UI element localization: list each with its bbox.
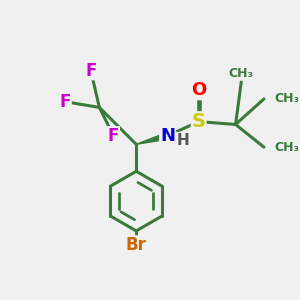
Text: CH₃: CH₃ — [229, 67, 254, 80]
Text: F: F — [85, 61, 97, 80]
Polygon shape — [136, 133, 168, 144]
Text: CH₃: CH₃ — [274, 92, 299, 105]
Text: H: H — [177, 133, 189, 148]
Text: F: F — [108, 127, 119, 145]
Text: S: S — [192, 112, 206, 131]
Text: F: F — [60, 93, 71, 111]
Text: N: N — [160, 127, 175, 145]
Text: O: O — [191, 81, 206, 99]
Text: Br: Br — [126, 236, 147, 254]
Text: CH₃: CH₃ — [274, 141, 299, 154]
